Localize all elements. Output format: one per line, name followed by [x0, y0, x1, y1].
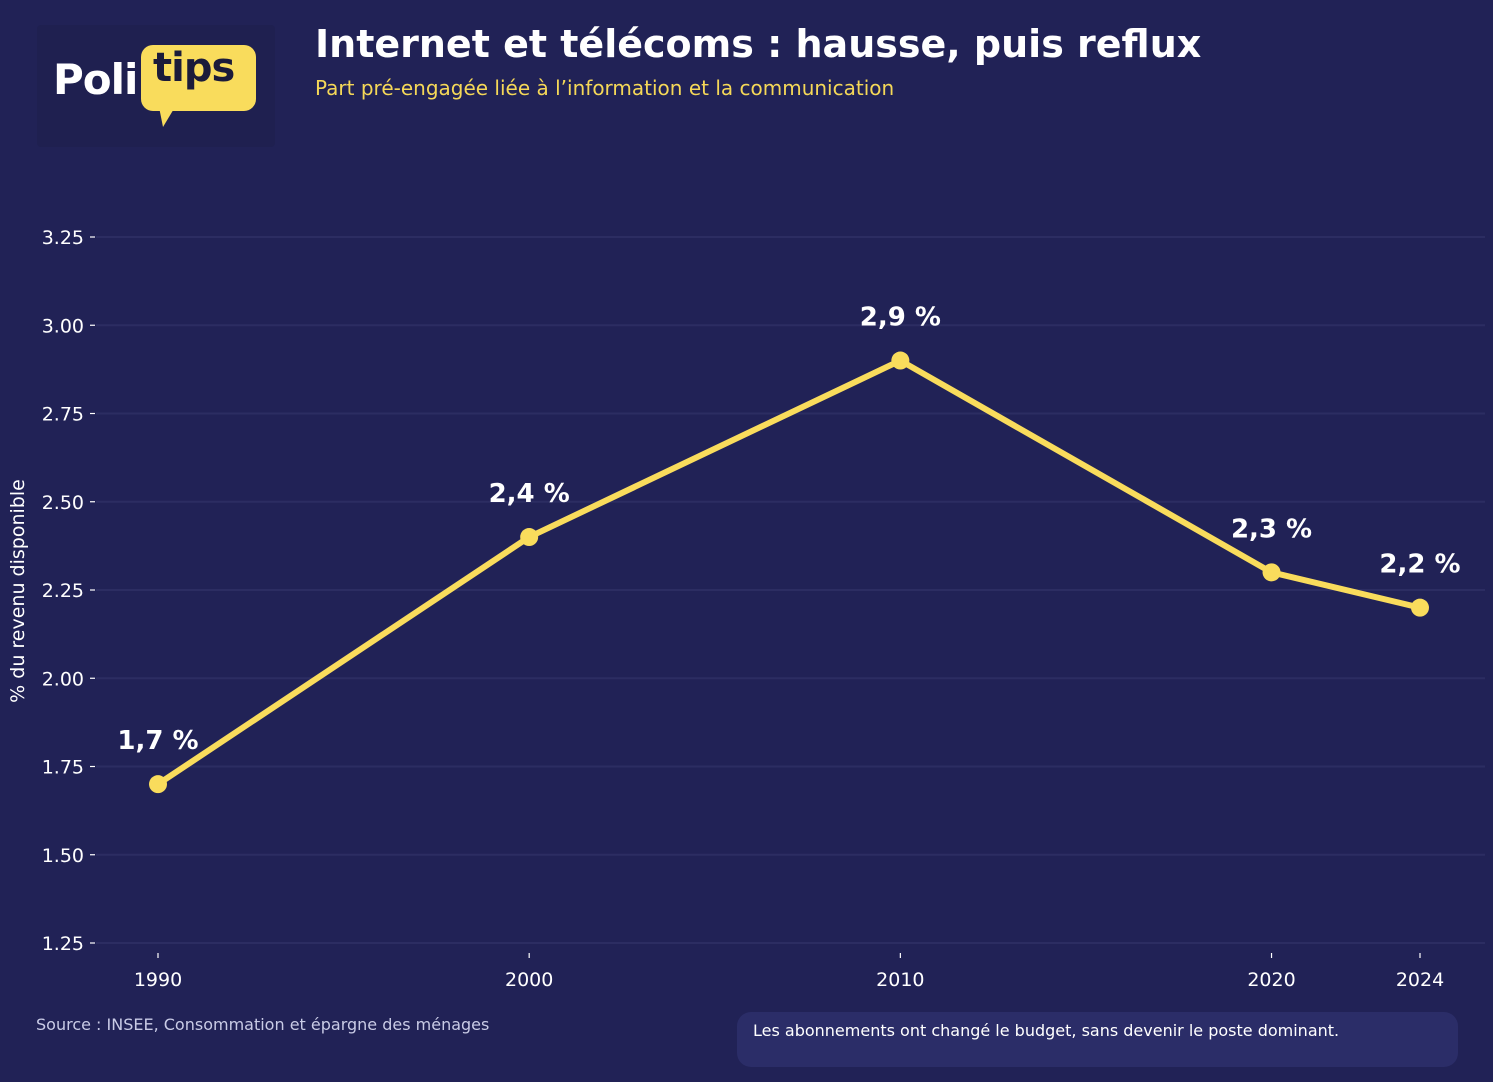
data-labels: 1,7 % 2,4 % 2,9 % 2,3 % 2,2 % [117, 303, 1460, 757]
y-tick-label: 3.25 [42, 227, 84, 249]
x-tick-label: 2010 [876, 969, 924, 991]
y-tick-label: 2.00 [42, 668, 84, 690]
annotation-note-text: Les abonnements ont changé le budget, sa… [753, 1021, 1340, 1040]
y-tick-label: 1.50 [42, 845, 84, 867]
source-text: Source : INSEE, Consommation et épargne … [36, 1015, 490, 1034]
data-point [891, 351, 910, 370]
x-tick-label: 2020 [1247, 969, 1295, 991]
y-tick-label: 1.75 [42, 757, 84, 779]
data-label: 2,9 % [860, 303, 941, 333]
y-tick-label: 2.25 [42, 580, 84, 602]
speech-bubble-icon [141, 45, 256, 127]
politips-logo: Poli tips [37, 25, 275, 147]
chart-title: Internet et télécoms : hausse, puis refl… [315, 22, 1202, 66]
y-tick-label: 2.50 [42, 492, 84, 514]
gridlines [96, 236, 1485, 944]
data-point [1262, 563, 1281, 582]
data-label: 1,7 % [117, 726, 198, 756]
series-line-layer [155, 357, 1423, 788]
y-tick-label: 2.75 [42, 404, 84, 426]
annotation-note: Les abonnements ont changé le budget, sa… [737, 1012, 1458, 1067]
data-points [149, 351, 1429, 794]
y-tick-label: 1.25 [42, 933, 84, 955]
x-tick-label: 2000 [505, 969, 553, 991]
y-axis: 1.25 1.50 1.75 2.00 2.25 2.50 2.75 3.00 3.25 [42, 227, 95, 955]
y-tick-label: 3.00 [42, 315, 84, 337]
logo-text-poli: Poli [53, 55, 138, 104]
y-axis-label: % du revenu disponible [7, 479, 29, 703]
data-point [520, 528, 539, 547]
logo-text-tips: tips [153, 45, 235, 91]
x-tick-label: 2024 [1396, 969, 1444, 991]
chart-subtitle: Part pré-engagée liée à l’information et… [315, 76, 895, 100]
data-label: 2,4 % [489, 479, 570, 509]
x-tick-label: 1990 [134, 969, 182, 991]
data-point [149, 775, 167, 794]
x-axis: 1990 2000 2010 2020 2024 [134, 953, 1444, 991]
series-line [155, 357, 1423, 788]
data-label: 2,3 % [1231, 514, 1312, 544]
data-point [1411, 598, 1429, 617]
data-label: 2,2 % [1379, 550, 1460, 580]
